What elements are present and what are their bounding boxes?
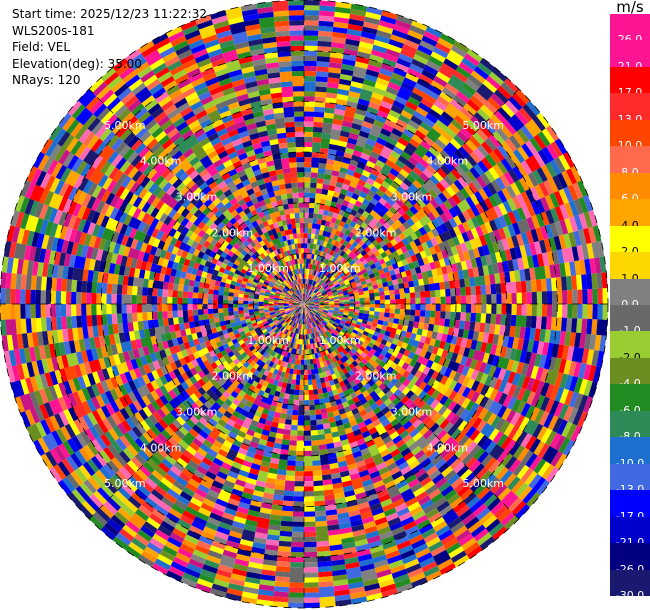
colorbar-segment [610,437,650,465]
colorbar-segment [610,410,650,438]
nrays-label: NRays: 120 [12,73,81,87]
velocity-gates [20,14,597,597]
range-label: 5.00km [462,119,504,132]
colorbar-segment [610,569,650,597]
colorbar-segment [610,463,650,491]
colorbar-segment [610,119,650,147]
colorbar-segment [610,516,650,544]
velocity-gates [10,21,598,600]
colorbar-segment [610,14,650,41]
colorbar: 26.021.017.013.010.08.06.04.02.01.00.0-1… [610,14,650,602]
colorbar-segment [610,490,650,518]
colorbar-segment [610,199,650,227]
velocity-gates [5,0,597,592]
colorbar-segment [610,225,650,253]
range-label: 3.00km [391,405,433,418]
colorbar-segment [610,543,650,571]
velocity-gates [16,10,579,597]
velocity-gates [3,15,598,603]
instrument-label: WLS200s-181 [12,23,95,38]
range-label: 1.00km [319,262,361,275]
field-label: Field: VEL [12,40,71,54]
velocity-gates [6,11,608,607]
velocity-gates [8,0,603,603]
colorbar-segment [610,278,650,306]
range-label: 2.00km [355,226,397,239]
range-ring [50,50,558,558]
colorbar-segment [610,66,650,94]
colorbar-segment [610,252,650,280]
azimuth-line [88,88,520,520]
range-label: 4.00km [427,155,469,168]
range-label: 3.00km [176,191,218,204]
colorbar-segment [610,93,650,121]
range-label: 1.00km [247,334,289,347]
velocity-gates [23,8,598,588]
range-label: 4.00km [427,441,469,454]
range-label: 1.00km [247,262,289,275]
range-label: 5.00km [462,477,504,490]
range-label: 5.00km [104,119,146,132]
colorbar-segment [610,331,650,359]
range-label: 3.00km [391,191,433,204]
colorbar-label: -30.0 [615,589,645,602]
scan-info: Start time: 2025/12/23 11:22:32 WLS200s-… [12,6,207,89]
velocity-gates [3,0,589,607]
elevation-label: Elevation(deg): 35.00 [12,56,142,71]
range-label: 4.00km [140,441,182,454]
velocity-gates [20,10,608,592]
start-time-label: Start time: 2025/12/23 11:22:32 [12,7,207,21]
range-label: 1.00km [319,334,361,347]
velocity-gates [16,1,595,608]
colorbar-segment [610,146,650,174]
colorbar-segment [610,305,650,332]
azimuth-line [88,88,520,520]
colorbar-segment [610,40,650,68]
colorbar-unit: m/s [616,0,644,16]
range-label: 5.00km [104,477,146,490]
range-label: 2.00km [355,370,397,383]
colorbar-segment [610,384,650,412]
range-label: 2.00km [212,370,254,383]
range-label: 2.00km [212,226,254,239]
colorbar-segment [610,172,650,200]
range-label: 3.00km [176,405,218,418]
range-label: 4.00km [140,155,182,168]
velocity-gates [10,3,605,603]
radar-gates [0,0,608,609]
colorbar-segment [610,357,650,385]
velocity-gates [19,3,602,598]
radar-ppi-plot: 1.00km 1.00km 1.00km 1.00km 2.00km 2.00km 2.00… [0,0,609,609]
